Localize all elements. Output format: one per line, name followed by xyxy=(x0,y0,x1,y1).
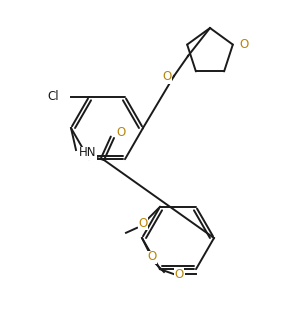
Text: O: O xyxy=(147,250,157,264)
Text: O: O xyxy=(138,217,147,230)
Text: O: O xyxy=(116,127,125,140)
Text: Cl: Cl xyxy=(47,90,59,103)
Text: O: O xyxy=(240,38,249,51)
Text: O: O xyxy=(162,71,172,83)
Text: HN: HN xyxy=(79,146,96,160)
Text: O: O xyxy=(174,268,184,281)
